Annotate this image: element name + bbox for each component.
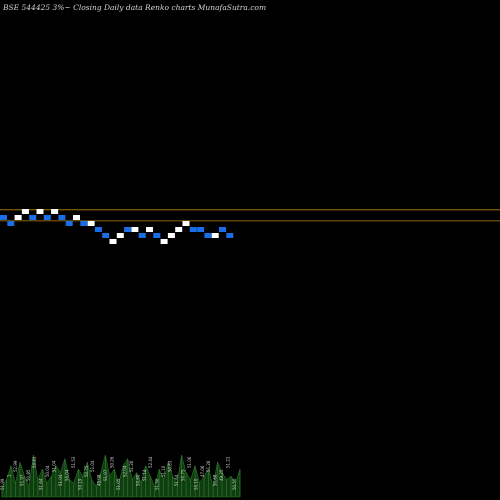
volume-label-13: 50.19 xyxy=(77,478,82,490)
volume-label-23: 51.14 xyxy=(142,469,147,481)
brick-5-down xyxy=(29,215,37,220)
brick-7-down xyxy=(43,215,51,220)
volume-label-19: 51.05 xyxy=(116,478,121,490)
brick-19-up xyxy=(131,227,139,232)
brick-20-down xyxy=(138,233,146,238)
brick-18-down xyxy=(124,227,132,232)
brick-23-up xyxy=(160,239,168,244)
volume-label-4: 51.97 xyxy=(19,474,24,486)
volume-label-30: 51.06 xyxy=(187,456,192,468)
volume-label-3: 52.99 xyxy=(13,460,18,472)
brick-4-up xyxy=(21,209,29,214)
volume-label-25: 51.50 xyxy=(155,478,160,490)
volume-label-21: 51.26 xyxy=(129,460,134,472)
volume-label-12: 51.53 xyxy=(71,456,76,468)
brick-10-down xyxy=(65,221,73,226)
brick-8-up xyxy=(51,209,59,214)
volume-label-5: 50.85 xyxy=(26,469,31,481)
volume-label-37: 50.50 xyxy=(232,478,237,490)
volume-label-16: 49.08 xyxy=(97,474,102,486)
volume-label-35: 49.25 xyxy=(219,469,224,481)
volume-label-11: 50.04 xyxy=(64,469,69,481)
brick-26-up xyxy=(182,221,190,226)
volume-label-9: 51.04 xyxy=(52,460,57,472)
brick-17-up xyxy=(116,233,124,238)
brick-11-up xyxy=(73,215,80,220)
brick-21-up xyxy=(146,227,153,232)
volume-label-36: 51.22 xyxy=(226,456,231,468)
renko-bricks xyxy=(0,209,234,244)
volume-label-31: 50.10 xyxy=(193,478,198,490)
volume-label-17: 51.07 xyxy=(103,469,108,481)
brick-31-down xyxy=(219,227,226,232)
reference-lines xyxy=(0,209,500,222)
volume-label-34: 50.68 xyxy=(213,474,218,486)
brick-28-down xyxy=(197,227,205,232)
brick-14-down xyxy=(94,227,102,232)
brick-15-down xyxy=(102,233,110,238)
volume-label-2: 1 xyxy=(6,474,11,477)
volume-label-32: 47.06 xyxy=(200,465,205,477)
brick-12-down xyxy=(80,221,88,226)
brick-3-up xyxy=(14,215,22,220)
volume-label-22: 50.60 xyxy=(135,474,140,486)
brick-22-down xyxy=(153,233,161,238)
volume-label-1: 51.99 xyxy=(0,478,5,490)
brick-1-down xyxy=(0,215,7,220)
brick-2-down xyxy=(7,221,15,226)
volume-label-28: 51.64 xyxy=(174,474,179,486)
volume-label-20: 52.04 xyxy=(122,465,127,477)
volume-label-29: 50.75 xyxy=(180,469,185,481)
volume-label-24: 52.44 xyxy=(148,456,153,468)
brick-13-up xyxy=(87,221,95,226)
volume-panel xyxy=(1,454,241,498)
volume-label-15: 51.04 xyxy=(90,460,95,472)
brick-29-down xyxy=(204,233,212,238)
volume-label-33: 51.26 xyxy=(206,460,211,472)
brick-6-up xyxy=(36,209,44,214)
brick-27-down xyxy=(189,227,197,232)
volume-label-7: 51.64 xyxy=(39,478,44,490)
chart-title: BSE 544425 3%~ Closing Daily data Renko … xyxy=(3,3,267,12)
brick-30-up xyxy=(211,233,219,238)
brick-9-down xyxy=(58,215,66,220)
volume-label-6: 50.83 xyxy=(32,456,37,468)
brick-25-up xyxy=(175,227,183,232)
volume-label-18: 50.26 xyxy=(110,456,115,468)
volume-label-27: 50.83 xyxy=(168,460,173,472)
brick-32-down xyxy=(226,233,234,238)
brick-24-up xyxy=(167,233,175,238)
volume-label-10: 51.04 xyxy=(58,474,63,486)
volume-label-8: 50.04 xyxy=(45,465,50,477)
brick-16-up xyxy=(109,239,117,244)
volume-label-14: 50.75 xyxy=(84,465,89,477)
volume-label-26: 51.10 xyxy=(161,465,166,477)
